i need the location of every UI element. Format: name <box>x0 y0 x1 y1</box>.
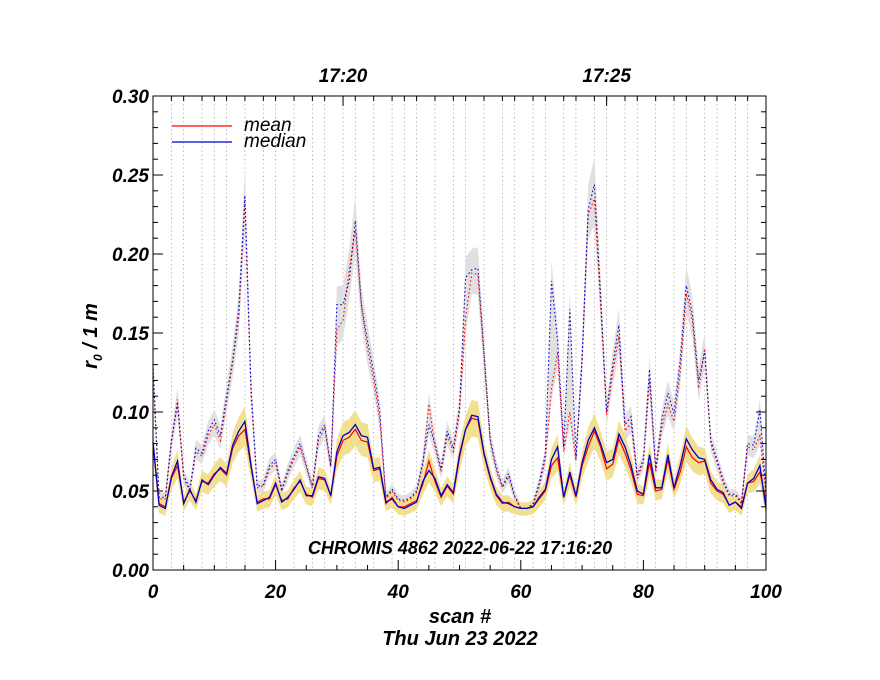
dotted-series <box>152 184 767 509</box>
series-median-line <box>152 414 767 510</box>
x-tick-label: 100 <box>750 582 782 603</box>
x-tick-label: 80 <box>633 582 655 603</box>
top-tick-label: 17:20 <box>319 66 368 87</box>
y-axis-title-unit: / 1 m <box>80 303 102 354</box>
y-tick-label: 0.15 <box>112 324 149 345</box>
legend-mean-label: mean <box>244 115 292 136</box>
y-tick-label: 0.05 <box>112 482 149 503</box>
series-median-dotted <box>152 184 767 509</box>
y-tick-label: 0.20 <box>112 245 149 266</box>
x-axis-title: scan # <box>429 606 492 628</box>
x-tick-label: 0 <box>148 582 159 603</box>
y-axis-title-r: r <box>80 360 102 369</box>
date-label: Thu Jun 23 2022 <box>382 628 538 650</box>
legend-median-label: median <box>244 131 306 152</box>
x-tick-label: 60 <box>510 582 532 603</box>
legend: mean median <box>172 115 306 152</box>
tick-labels: 0 20 40 60 80 100 17:20 17:25 0.00 0.05 0.10 0.15 0.… <box>112 66 782 603</box>
axes <box>152 95 767 571</box>
y-tick-label: 0.00 <box>112 561 149 582</box>
series-mean-dotted <box>152 198 767 509</box>
x-tick-label: 40 <box>387 582 410 603</box>
y-tick-label: 0.30 <box>112 87 149 108</box>
y-axis-title-subscript: 0 <box>91 354 105 361</box>
y-tick-label: 0.25 <box>112 166 149 187</box>
top-tick-label: 17:25 <box>582 66 631 87</box>
x-tick-label: 20 <box>264 582 287 603</box>
annotation: CHROMIS 4862 2022-06-22 17:16:20 <box>308 538 612 558</box>
y-tick-label: 0.10 <box>112 403 149 424</box>
y-axis-title: r0 / 1 m <box>80 303 105 369</box>
solid-series <box>152 414 767 510</box>
